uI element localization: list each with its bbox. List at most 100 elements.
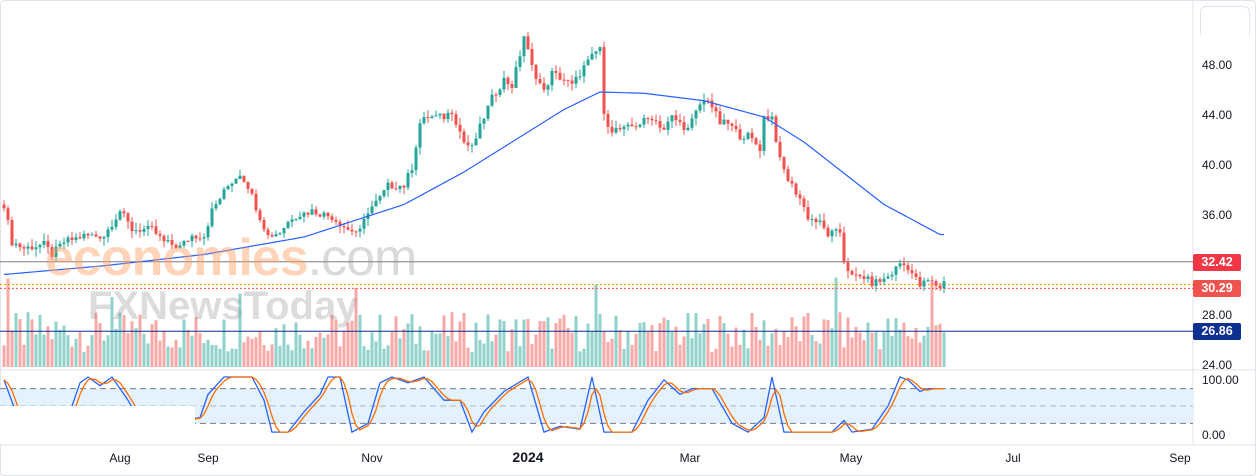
candle	[262, 220, 266, 230]
volume-bar	[670, 332, 674, 367]
volume-bar	[910, 338, 914, 367]
volume-bar	[550, 348, 554, 367]
volume-bar	[738, 344, 742, 367]
candle	[834, 229, 838, 231]
candle	[790, 180, 794, 184]
volume-bar	[38, 314, 42, 367]
candle	[778, 141, 782, 158]
volume-bar	[830, 328, 834, 367]
volume-bar	[606, 341, 610, 367]
volume-bar	[818, 343, 822, 367]
candle	[810, 218, 814, 220]
volume-bar	[562, 314, 566, 367]
candle	[106, 229, 110, 238]
time-tick: Jul	[1005, 451, 1021, 465]
candle	[574, 76, 578, 84]
volume-bar	[126, 333, 130, 367]
candle	[82, 233, 86, 239]
volume-bar	[506, 351, 510, 367]
volume-bar	[50, 339, 54, 367]
volume-bar	[110, 296, 114, 367]
volume-bar	[170, 347, 174, 367]
candle	[130, 221, 134, 232]
volume-bar	[438, 333, 442, 367]
candle	[906, 265, 910, 271]
candle	[154, 226, 158, 234]
volume-bar	[610, 338, 614, 367]
volume-bar	[322, 337, 326, 367]
volume-bar	[6, 278, 10, 367]
candle	[934, 281, 938, 286]
volume-bar	[462, 313, 466, 367]
candle	[794, 183, 798, 195]
volume-bar	[602, 331, 606, 367]
candle	[486, 105, 490, 119]
candle	[634, 126, 638, 128]
candle	[642, 118, 646, 125]
candle	[118, 211, 122, 220]
volume-bar	[426, 350, 430, 367]
candle	[602, 47, 606, 114]
volume-bar	[174, 339, 178, 367]
volume-bar	[138, 314, 142, 367]
candle	[518, 56, 522, 67]
volume-bar	[134, 328, 138, 367]
volume-bar	[814, 341, 818, 367]
candle	[874, 279, 878, 287]
volume-bar	[282, 324, 286, 367]
candle	[410, 170, 414, 174]
volume-bar	[594, 284, 598, 367]
volume-bar	[882, 332, 886, 367]
price-tag: 26.86	[1193, 323, 1241, 341]
candle	[214, 204, 218, 209]
volume-bar	[358, 314, 362, 367]
candle	[626, 124, 630, 127]
candle	[14, 243, 18, 246]
volume-bar	[774, 328, 778, 367]
candle	[98, 236, 102, 239]
candle	[718, 111, 722, 125]
candle	[750, 132, 754, 139]
volume-bar	[726, 333, 730, 367]
price-tick: 40.00	[1202, 158, 1233, 172]
candle	[846, 262, 850, 272]
volume-bar	[46, 326, 50, 367]
candle	[382, 190, 386, 197]
candle	[918, 276, 922, 287]
volume-bar	[354, 288, 358, 367]
volume-bar	[758, 339, 762, 367]
volume-bar	[826, 320, 830, 367]
candle	[526, 36, 530, 50]
settings-corner-button[interactable]	[1200, 6, 1250, 35]
candle	[542, 83, 546, 90]
candle	[270, 235, 274, 237]
candle	[662, 127, 666, 130]
volume-bar	[306, 340, 310, 367]
candle	[870, 276, 874, 287]
volume-bar	[590, 331, 594, 367]
volume-bar	[546, 317, 550, 367]
volume-bar	[598, 314, 602, 367]
volume-bar	[294, 322, 298, 367]
volume-bar	[718, 315, 722, 367]
volume-bar	[930, 282, 934, 367]
volume-bar	[366, 349, 370, 367]
volume-bar	[878, 349, 882, 367]
volume-bar	[530, 344, 534, 367]
volume-bar	[666, 319, 670, 367]
time-tick: Sep	[1169, 451, 1191, 465]
candle	[470, 145, 474, 147]
volume-bar	[574, 315, 578, 367]
volume-bar	[334, 319, 338, 367]
candle	[206, 226, 210, 238]
candle	[330, 216, 334, 221]
volume-bar	[746, 348, 750, 367]
volume-bar	[158, 340, 162, 367]
candle	[138, 230, 142, 232]
volume-bar	[286, 344, 290, 367]
candle	[94, 234, 98, 237]
volume-bar	[618, 330, 622, 367]
volume-bar	[578, 351, 582, 367]
candle	[422, 117, 426, 124]
